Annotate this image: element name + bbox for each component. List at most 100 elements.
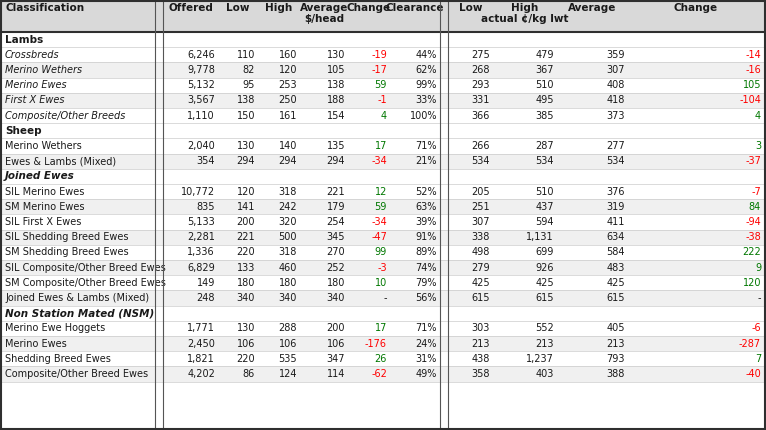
Text: Average: Average [300,3,349,13]
Text: -3: -3 [378,263,387,273]
Text: 534: 534 [607,156,625,166]
Text: 95: 95 [243,80,255,90]
Text: -37: -37 [745,156,761,166]
Text: Merino Ewes: Merino Ewes [5,80,67,90]
Text: 1,237: 1,237 [526,354,554,364]
Bar [1,260,765,275]
Text: 21%: 21% [415,156,437,166]
Text: 5,132: 5,132 [187,80,215,90]
Text: 180: 180 [279,278,297,288]
Text: Composite/Other Breed Ewes: Composite/Other Breed Ewes [5,369,148,379]
Text: 1,131: 1,131 [526,232,554,242]
Text: 138: 138 [326,80,345,90]
Text: 320: 320 [279,217,297,227]
Text: 425: 425 [471,278,490,288]
Bar [1,138,765,154]
Text: Lambs: Lambs [5,34,43,45]
Text: SIL Composite/Other Breed Ewes: SIL Composite/Other Breed Ewes [5,263,165,273]
Text: 270: 270 [326,247,345,258]
Text: 437: 437 [535,202,554,212]
Text: 307: 307 [472,217,490,227]
Text: 510: 510 [535,187,554,197]
Text: 100%: 100% [410,111,437,120]
Text: 120: 120 [237,187,255,197]
Text: 926: 926 [535,263,554,273]
Text: 82: 82 [243,65,255,75]
Text: Merino Ewes: Merino Ewes [5,338,67,349]
Text: 367: 367 [535,65,554,75]
Text: 99%: 99% [416,80,437,90]
Bar [1,290,765,306]
Text: 9: 9 [755,263,761,273]
Text: 534: 534 [535,156,554,166]
Text: 373: 373 [607,111,625,120]
Text: -47: -47 [371,232,387,242]
Text: 254: 254 [326,217,345,227]
Text: 287: 287 [535,141,554,151]
Text: 39%: 39% [416,217,437,227]
Text: 9,778: 9,778 [187,65,215,75]
Text: actual ¢/kg lwt: actual ¢/kg lwt [481,14,568,24]
Text: Offered: Offered [168,3,213,13]
Text: Non Station Mated (NSM): Non Station Mated (NSM) [5,308,154,318]
Text: High: High [265,3,293,13]
Text: 56%: 56% [415,293,437,303]
Text: 44%: 44% [416,50,437,60]
Text: 62%: 62% [415,65,437,75]
Bar [1,93,765,108]
Text: 120: 120 [279,65,297,75]
Text: 345: 345 [326,232,345,242]
Text: 294: 294 [279,156,297,166]
Text: -19: -19 [372,50,387,60]
Text: Merino Ewe Hoggets: Merino Ewe Hoggets [5,323,105,333]
Text: 105: 105 [742,80,761,90]
Text: 2,450: 2,450 [187,338,215,349]
Text: 438: 438 [472,354,490,364]
Text: 150: 150 [237,111,255,120]
Text: 340: 340 [237,293,255,303]
Text: 418: 418 [607,95,625,105]
Text: 221: 221 [326,187,345,197]
Bar [1,123,765,138]
Text: 500: 500 [279,232,297,242]
Text: 277: 277 [606,141,625,151]
Bar [1,306,765,321]
Bar [1,230,765,245]
Text: 268: 268 [472,65,490,75]
Text: 275: 275 [471,50,490,60]
Bar [1,108,765,123]
Text: 5,133: 5,133 [187,217,215,227]
Text: 154: 154 [326,111,345,120]
Bar [1,169,765,184]
Bar [1,336,765,351]
Text: 1,110: 1,110 [188,111,215,120]
Text: Joined Ewes: Joined Ewes [5,172,75,181]
Text: 180: 180 [326,278,345,288]
Text: 106: 106 [279,338,297,349]
Text: 347: 347 [326,354,345,364]
Bar [1,321,765,336]
Text: 124: 124 [279,369,297,379]
Text: SIL Shedding Breed Ewes: SIL Shedding Breed Ewes [5,232,129,242]
Text: 86: 86 [243,369,255,379]
Text: 354: 354 [197,156,215,166]
Text: -34: -34 [372,217,387,227]
Text: 161: 161 [279,111,297,120]
Text: 99: 99 [375,247,387,258]
Text: 615: 615 [535,293,554,303]
Text: 510: 510 [535,80,554,90]
Text: Sheep: Sheep [5,126,41,136]
Text: 213: 213 [472,338,490,349]
Text: 385: 385 [535,111,554,120]
Text: -7: -7 [751,187,761,197]
Text: 26: 26 [375,354,387,364]
Text: SM Merino Ewes: SM Merino Ewes [5,202,84,212]
Text: SM Shedding Breed Ewes: SM Shedding Breed Ewes [5,247,129,258]
Bar [1,366,765,381]
Text: SM Composite/Other Breed Ewes: SM Composite/Other Breed Ewes [5,278,166,288]
Text: 135: 135 [326,141,345,151]
Text: 319: 319 [607,202,625,212]
Text: -14: -14 [745,50,761,60]
Text: SIL First X Ewes: SIL First X Ewes [5,217,81,227]
Text: -62: -62 [371,369,387,379]
